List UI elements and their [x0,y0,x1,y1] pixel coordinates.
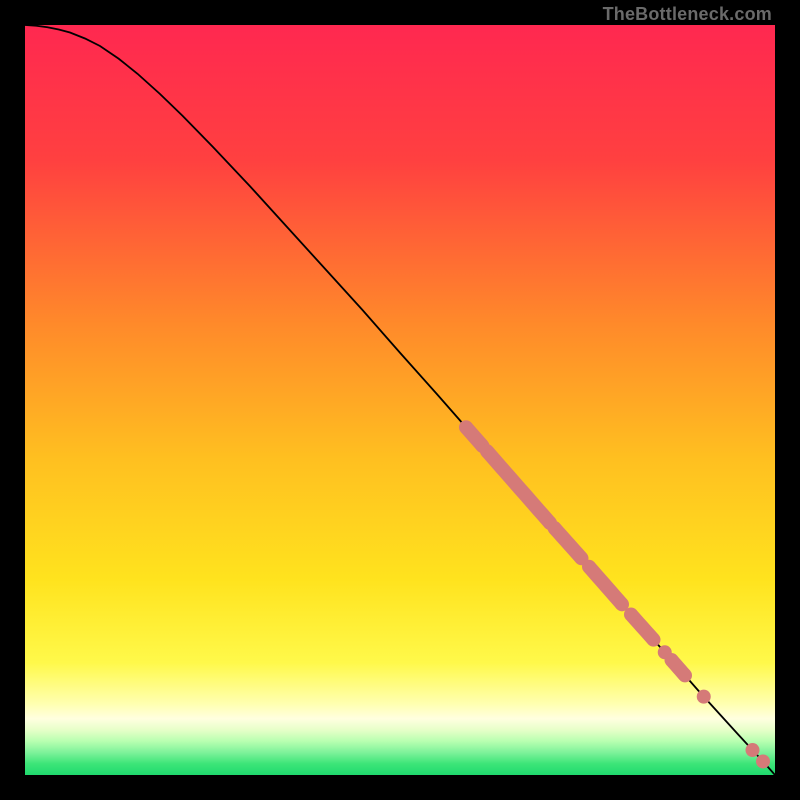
data-marker-cap [582,560,596,574]
data-marker-cap [624,607,638,621]
curve-overlay [25,25,775,775]
data-markers [459,420,770,768]
data-marker-cap [665,653,679,667]
data-marker-segment [482,447,556,528]
data-marker-dot [697,690,711,704]
data-marker-dot [746,743,760,757]
attribution-text: TheBottleneck.com [603,4,772,25]
data-marker-cap [678,668,692,682]
chart-container: TheBottleneck.com [0,0,800,800]
data-marker-cap [548,521,562,535]
data-marker-dot [756,754,770,768]
bottleneck-curve [25,25,775,775]
data-marker-cap [480,444,494,458]
plot-area [25,25,775,775]
data-marker-cap [647,633,661,647]
data-marker-cap [459,420,473,434]
